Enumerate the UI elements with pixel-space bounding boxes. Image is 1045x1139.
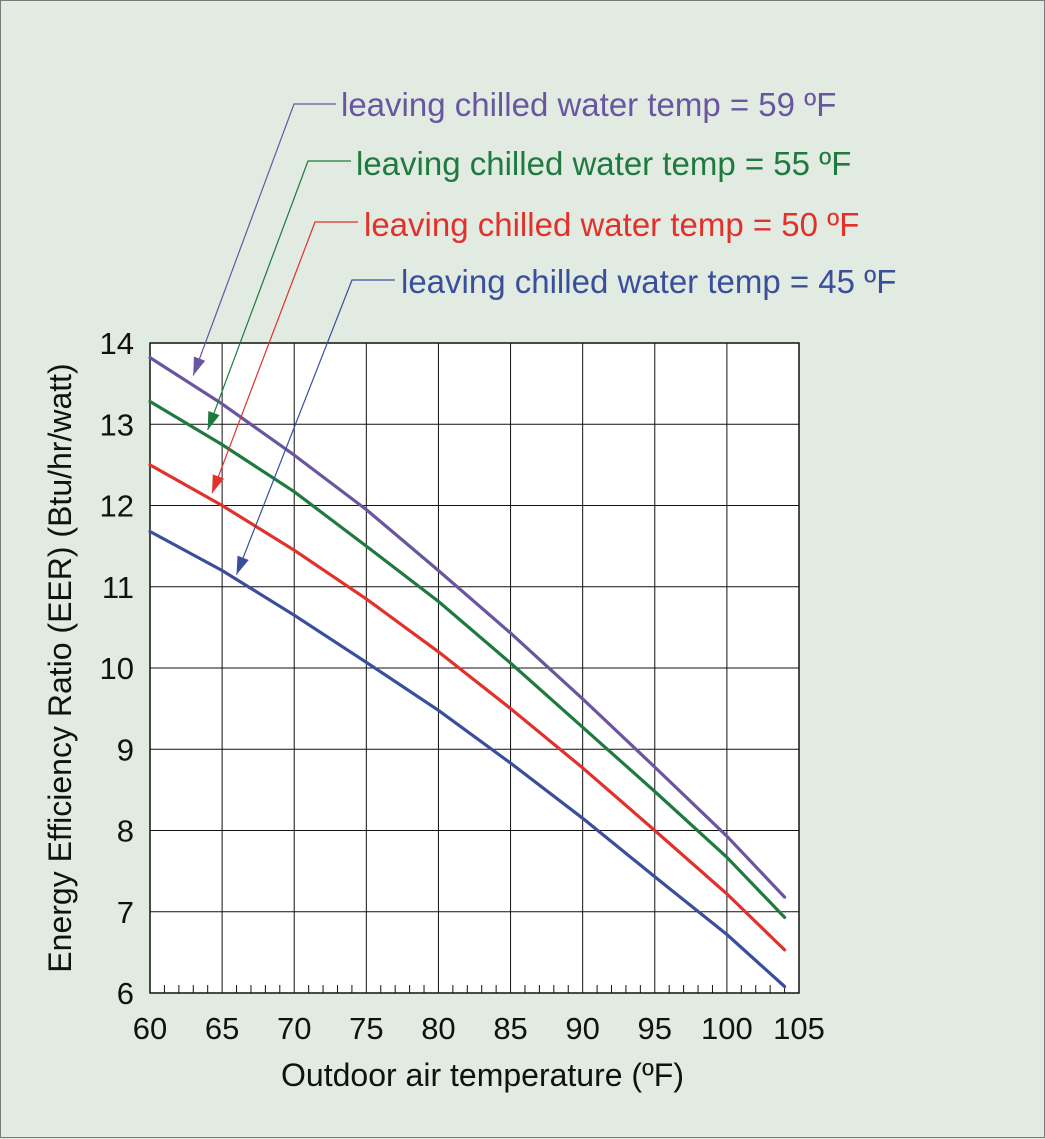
- y-tick-label-8: 8: [117, 814, 134, 849]
- grid-lines: [149, 342, 800, 994]
- x-tick-label-95: 95: [638, 1011, 672, 1046]
- x-tick-label-65: 65: [205, 1011, 239, 1046]
- leader-line-3: [235, 279, 395, 575]
- leader-arrowhead-0: [193, 356, 206, 376]
- leader-line-2: [211, 221, 358, 494]
- leader-arrowhead-2: [212, 474, 225, 494]
- legend-entry-2: leaving chilled water temp = 50 ºF: [364, 206, 859, 243]
- series-line-2: [148, 463, 787, 952]
- y-tick-label-9: 9: [117, 732, 134, 767]
- legend-entry-1: leaving chilled water temp = 55 ºF: [356, 145, 851, 182]
- legend-leader-lines: [192, 103, 395, 575]
- y-tick-labels: 6 7 8 9 10 11 12 13 14: [100, 326, 134, 1011]
- x-tick-label-105: 105: [773, 1011, 825, 1046]
- y-tick-label-10: 10: [100, 651, 134, 686]
- x-tick-label-85: 85: [493, 1011, 527, 1046]
- y-tick-label-13: 13: [100, 407, 134, 442]
- series-lines: [148, 356, 787, 989]
- x-tick-label-100: 100: [701, 1011, 753, 1046]
- y-tick-label-7: 7: [117, 895, 134, 930]
- y-tick-label-6: 6: [117, 976, 134, 1011]
- x-tick-label-75: 75: [349, 1011, 383, 1046]
- series-line-0: [148, 356, 787, 899]
- leader-arrowhead-1: [207, 410, 220, 430]
- x-tick-labels: 60 65 70 75 80 85 90 95 100 105: [133, 1011, 825, 1046]
- y-tick-label-14: 14: [100, 326, 134, 361]
- leader-arrowhead-3: [236, 555, 249, 575]
- minor-ticks: [163, 985, 786, 993]
- x-tick-label-80: 80: [421, 1011, 455, 1046]
- y-tick-label-12: 12: [100, 489, 134, 524]
- x-axis-title: Outdoor air temperature (ºF): [281, 1057, 684, 1093]
- series-line-3: [148, 529, 787, 989]
- y-axis-title: Energy Efficiency Ratio (EER) (Btu/hr/wa…: [42, 363, 78, 972]
- leader-line-1: [207, 160, 351, 431]
- leader-line-0: [192, 103, 336, 376]
- x-tick-label-70: 70: [277, 1011, 311, 1046]
- series-line-1: [148, 399, 787, 919]
- y-tick-label-11: 11: [102, 570, 134, 605]
- x-tick-label-90: 90: [565, 1011, 599, 1046]
- legend-entry-0: leaving chilled water temp = 59 ºF: [341, 86, 836, 123]
- legend: leaving chilled water temp = 59 ºF leavin…: [341, 86, 896, 300]
- legend-entry-3: leaving chilled water temp = 45 ºF: [401, 263, 896, 300]
- x-tick-label-60: 60: [133, 1011, 167, 1046]
